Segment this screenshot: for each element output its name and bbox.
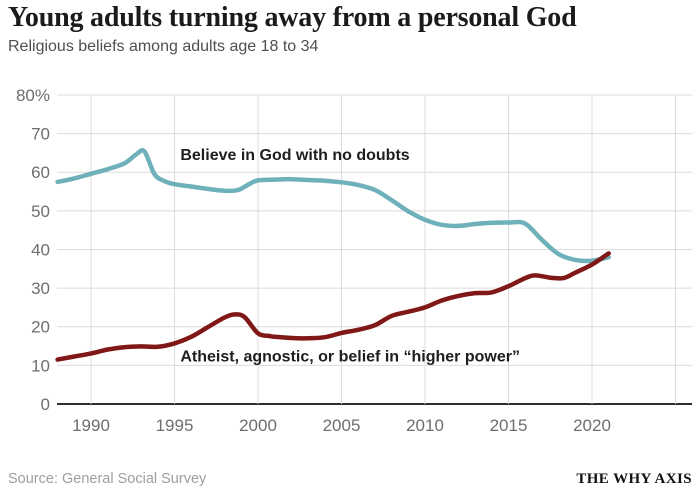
series-annotation-believe: Believe in God with no doubts bbox=[180, 147, 409, 164]
chart-header: Young adults turning away from a persona… bbox=[8, 2, 692, 56]
source-note: Source: General Social Survey bbox=[8, 471, 207, 487]
x-tick-label-2000: 2000 bbox=[239, 416, 277, 435]
series-line-believe bbox=[55, 148, 611, 264]
series-annotation-atheist: Atheist, agnostic, or belief in “higher … bbox=[180, 349, 520, 366]
y-tick-label-50: 50 bbox=[31, 202, 50, 221]
page-title: Young adults turning away from a persona… bbox=[8, 2, 577, 33]
y-tick-label-80: 80% bbox=[16, 86, 50, 105]
series-line-atheist bbox=[55, 251, 611, 362]
x-tick-label-2015: 2015 bbox=[490, 416, 528, 435]
brand-logo: THE WHY AXIS bbox=[576, 471, 692, 487]
y-tick-label-20: 20 bbox=[31, 318, 50, 337]
x-tick-label-1995: 1995 bbox=[156, 416, 194, 435]
y-tick-label-0: 0 bbox=[41, 395, 50, 414]
page-subtitle: Religious beliefs among adults age 18 to… bbox=[8, 38, 319, 56]
x-tick-label-2005: 2005 bbox=[323, 416, 361, 435]
x-tick-label-1990: 1990 bbox=[72, 416, 110, 435]
x-tick-label-2010: 2010 bbox=[406, 416, 444, 435]
y-tick-label-40: 40 bbox=[31, 240, 50, 259]
chart-footer: Source: General Social Survey THE WHY AX… bbox=[8, 471, 692, 488]
x-tick-label-2020: 2020 bbox=[573, 416, 611, 435]
y-tick-label-30: 30 bbox=[31, 279, 50, 298]
y-tick-label-70: 70 bbox=[31, 125, 50, 144]
y-tick-label-60: 60 bbox=[31, 163, 50, 182]
y-tick-label-10: 10 bbox=[31, 356, 50, 375]
